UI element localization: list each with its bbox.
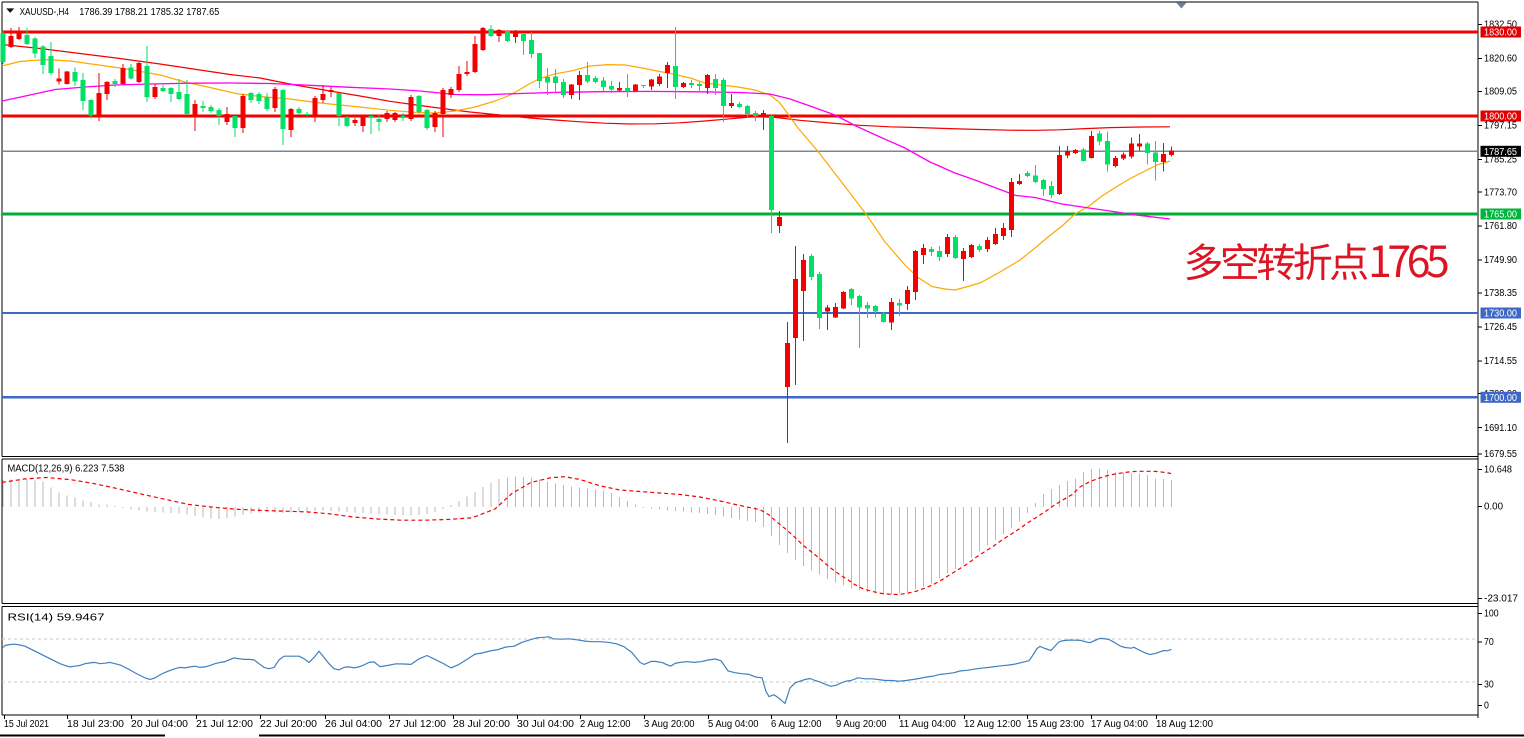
svg-text:1800.00: 1800.00 (1484, 112, 1517, 123)
svg-text:26 Jul 04:00: 26 Jul 04:00 (325, 719, 382, 730)
svg-text:1749.90: 1749.90 (1484, 255, 1517, 266)
svg-text:1820.60: 1820.60 (1484, 54, 1517, 65)
svg-text:1700.00: 1700.00 (1484, 393, 1517, 404)
svg-text:0.00: 0.00 (1484, 502, 1503, 513)
svg-text:9 Aug 20:00: 9 Aug 20:00 (836, 719, 887, 730)
svg-text:1786.39 1788.21 1785.32 1787.6: 1786.39 1788.21 1785.32 1787.65 (79, 7, 219, 18)
svg-text:30 Jul 04:00: 30 Jul 04:00 (517, 719, 574, 730)
svg-text:21 Jul 12:00: 21 Jul 12:00 (196, 719, 253, 730)
svg-text:1832.50: 1832.50 (1484, 20, 1517, 31)
svg-text:22 Jul 20:00: 22 Jul 20:00 (260, 719, 317, 730)
svg-text:10.648: 10.648 (1484, 465, 1512, 476)
svg-text:1797.15: 1797.15 (1484, 120, 1517, 131)
svg-text:2 Aug 12:00: 2 Aug 12:00 (580, 719, 631, 730)
svg-text:15 Aug 23:00: 15 Aug 23:00 (1027, 719, 1084, 730)
svg-text:3 Aug 20:00: 3 Aug 20:00 (644, 719, 695, 730)
svg-text:1787.65: 1787.65 (1484, 147, 1517, 158)
svg-text:1730.00: 1730.00 (1484, 309, 1517, 320)
svg-text:1773.70: 1773.70 (1484, 187, 1517, 198)
svg-text:1765.00: 1765.00 (1484, 210, 1517, 221)
svg-text:0: 0 (1484, 701, 1489, 712)
svg-text:27 Jul 12:00: 27 Jul 12:00 (389, 719, 446, 730)
svg-text:18 Jul 23:00: 18 Jul 23:00 (67, 719, 124, 730)
svg-text:6 Aug 12:00: 6 Aug 12:00 (771, 719, 822, 730)
svg-text:15 Jul 2021: 15 Jul 2021 (4, 719, 49, 730)
svg-text:1830.00: 1830.00 (1484, 28, 1517, 39)
svg-text:5 Aug 04:00: 5 Aug 04:00 (708, 719, 759, 730)
svg-text:12 Aug 12:00: 12 Aug 12:00 (964, 719, 1021, 730)
svg-text:30: 30 (1484, 680, 1494, 691)
svg-text:1679.55: 1679.55 (1484, 449, 1517, 460)
svg-text:RSI(14) 59.9467: RSI(14) 59.9467 (8, 613, 106, 624)
svg-text:28 Jul 20:00: 28 Jul 20:00 (453, 719, 510, 730)
svg-text:1809.05: 1809.05 (1484, 87, 1517, 98)
svg-text:1714.55: 1714.55 (1484, 356, 1517, 367)
svg-text:18 Aug 12:00: 18 Aug 12:00 (1156, 719, 1213, 730)
svg-text:1691.10: 1691.10 (1484, 423, 1517, 434)
svg-text:XAUUSD-,H4: XAUUSD-,H4 (20, 7, 70, 18)
svg-text:1726.45: 1726.45 (1484, 322, 1517, 333)
svg-text:17 Aug 04:00: 17 Aug 04:00 (1091, 719, 1148, 730)
svg-text:20 Jul 04:00: 20 Jul 04:00 (131, 719, 188, 730)
svg-text:70: 70 (1484, 637, 1494, 648)
svg-text:1761.80: 1761.80 (1484, 221, 1517, 232)
svg-text:-23.017: -23.017 (1484, 594, 1518, 605)
svg-text:1738.35: 1738.35 (1484, 288, 1517, 299)
svg-text:1785.25: 1785.25 (1484, 154, 1517, 165)
svg-text:MACD(12,26,9) 6.223 7.538: MACD(12,26,9) 6.223 7.538 (8, 464, 125, 475)
svg-text:100: 100 (1484, 609, 1499, 620)
svg-text:11 Aug 04:00: 11 Aug 04:00 (899, 719, 956, 730)
